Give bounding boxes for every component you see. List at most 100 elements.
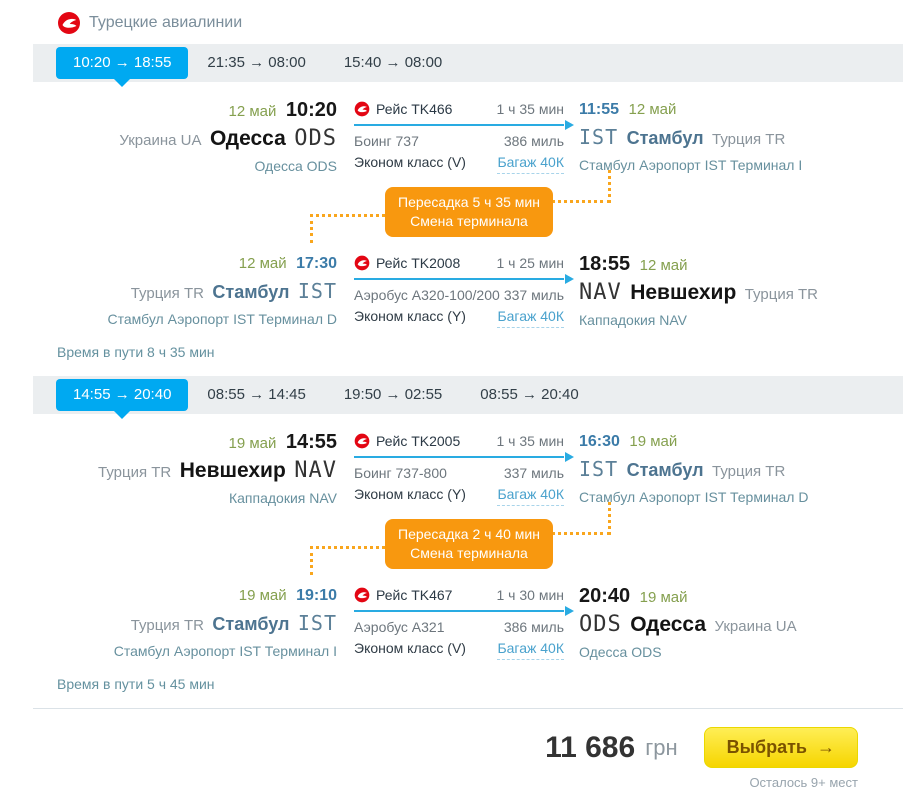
arrival-airport-code: IST [579, 125, 619, 149]
departure-country: Турция TR [130, 617, 204, 634]
seats-left-label: Осталось 9+ мест [749, 775, 858, 790]
aircraft-type: Аэробус A320-100/200 [354, 287, 500, 303]
departure-date: 12 май [228, 103, 277, 120]
departure-city: Одесса [209, 127, 286, 150]
arrival-country: Турция TR [712, 463, 786, 480]
tab-time-option[interactable]: 19:50 → 02:55 [343, 386, 443, 403]
price-currency: грн [645, 734, 678, 760]
tab-time-option[interactable]: 14:55 → 20:40 [56, 379, 189, 419]
arrival-city: Одесса [630, 613, 707, 636]
total-travel-time: Время в пути 8 ч 35 мин [57, 344, 215, 360]
aircraft-type: Аэробус A321 [354, 619, 445, 635]
transfer-note: Смена терминала [410, 545, 528, 561]
return-time-tabs: 14:55 → 20:40 08:55 → 14:45 19:50 → 02:5… [33, 376, 903, 419]
cabin-class: Эконом класс (V) [354, 640, 466, 656]
outbound-itinerary: 12 май 10:20 Украина UA Одесса ODS Одесс… [33, 98, 903, 362]
arrival-airport: Каппадокия NAV [579, 312, 688, 328]
flight-info-block: Рейс TK2008 1 ч 25 мин Аэробус A320-100/… [354, 252, 574, 328]
departure-airport-code: IST [297, 279, 337, 303]
baggage-link[interactable]: Багаж 40К [497, 484, 564, 506]
route-arrow-icon [354, 452, 574, 462]
outbound-time-tabs: 10:20 → 18:55 21:35 → 08:00 15:40 → 08:0… [33, 44, 903, 87]
flight-distance: 337 миль [503, 465, 564, 481]
select-button-label: Выбрать [726, 737, 807, 757]
select-button[interactable]: Выбрать → [703, 727, 858, 768]
arrival-city: Невшехир [630, 281, 737, 304]
transfer-duration: Пересадка 2 ч 40 мин [398, 526, 540, 542]
flight-segment: 19 май 19:10 Турция TR Стамбул IST Стамб… [33, 584, 903, 662]
price-value: 11 686 [545, 730, 636, 764]
arrival-airport: Одесса ODS [579, 644, 662, 660]
baggage-link[interactable]: Багаж 40К [497, 152, 564, 174]
departure-country: Украина UA [119, 132, 202, 149]
transfer-note: Смена терминала [410, 213, 528, 229]
departure-date: 12 май [238, 255, 287, 272]
flight-segment: 12 май 10:20 Украина UA Одесса ODS Одесс… [33, 98, 903, 176]
airline-logo-icon [354, 255, 370, 271]
price-footer: 11 686 грн Выбрать → Осталось 9+ мест [0, 709, 903, 790]
route-arrow-icon [354, 274, 574, 284]
arrival-time: 11:55 [579, 101, 620, 118]
arrival-airport-code: IST [579, 457, 619, 481]
cabin-class: Эконом класс (Y) [354, 486, 466, 502]
turkish-airlines-logo-icon [58, 12, 80, 34]
transfer-connector-left [310, 214, 385, 243]
baggage-link[interactable]: Багаж 40К [497, 306, 564, 328]
departure-date: 19 май [238, 587, 287, 604]
departure-city: Стамбул [212, 282, 290, 302]
arrival-airport: Стамбул Аэропорт IST Терминал I [579, 157, 803, 173]
flight-duration: 1 ч 35 мин [496, 433, 565, 449]
flight-number-label: Рейс TK466 [376, 101, 453, 117]
flight-number-label: Рейс TK467 [376, 587, 453, 603]
departure-block: 19 май 19:10 Турция TR Стамбул IST Стамб… [33, 584, 337, 661]
cabin-class: Эконом класс (Y) [354, 308, 466, 324]
flight-number-label: Рейс TK2008 [376, 255, 461, 271]
departure-date: 19 май [228, 435, 277, 452]
airline-logo-icon [354, 101, 370, 117]
transfer-badge: Пересадка 5 ч 35 мин Смена терминала [385, 187, 553, 237]
footer-divider [33, 708, 903, 709]
departure-block: 12 май 17:30 Турция TR Стамбул IST Стамб… [33, 252, 337, 329]
airline-logo-icon [354, 433, 370, 449]
departure-time: 19:10 [296, 587, 337, 604]
flight-number: Рейс TK467 [354, 584, 452, 606]
total-travel-time: Время в пути 5 ч 45 мин [57, 676, 215, 692]
departure-airport: Каппадокия NAV [228, 490, 337, 506]
flight-number-label: Рейс TK2005 [376, 433, 461, 449]
arrow-right-icon: → [817, 737, 835, 757]
departure-block: 19 май 14:55 Турция TR Невшехир NAV Капп… [33, 430, 337, 508]
route-arrow-icon [354, 120, 574, 130]
arrival-date: 19 май [639, 589, 688, 606]
baggage-link[interactable]: Багаж 40К [497, 638, 564, 660]
airline-name: Турецкие авиалинии [89, 14, 243, 31]
departure-country: Турция TR [130, 285, 204, 302]
flight-distance: 386 миль [503, 133, 564, 149]
tab-time-option[interactable]: 15:40 → 08:00 [343, 54, 443, 71]
departure-block: 12 май 10:20 Украина UA Одесса ODS Одесс… [33, 98, 337, 176]
transfer-connector-right [533, 502, 611, 535]
flight-duration: 1 ч 30 мин [496, 587, 565, 603]
flight-segment: 12 май 17:30 Турция TR Стамбул IST Стамб… [33, 252, 903, 330]
arrival-airport-code: NAV [579, 280, 622, 305]
departure-city: Стамбул [212, 614, 290, 634]
arrival-airport-code: ODS [579, 612, 622, 637]
arrival-block: 20:40 19 май ODS Одесса Украина UA Одесс… [579, 584, 797, 662]
arrival-city: Стамбул [626, 128, 704, 148]
departure-airport: Стамбул Аэропорт IST Терминал D [107, 311, 337, 327]
transfer-badge: Пересадка 2 ч 40 мин Смена терминала [385, 519, 553, 569]
departure-airport: Стамбул Аэропорт IST Терминал I [113, 643, 337, 659]
tab-time-option[interactable]: 21:35 → 08:00 [207, 54, 306, 71]
flight-number: Рейс TK466 [354, 98, 452, 120]
aircraft-type: Боинг 737-800 [354, 465, 447, 481]
arrival-block: 16:30 19 май IST Стамбул Турция TR Стамб… [579, 430, 808, 507]
arrival-city: Стамбул [626, 460, 704, 480]
departure-airport-code: ODS [294, 126, 337, 151]
tab-time-option[interactable]: 08:55 → 20:40 [480, 386, 579, 403]
departure-airport: Одесса ODS [254, 158, 337, 174]
arrival-time: 18:55 [579, 253, 631, 275]
tab-time-option[interactable]: 08:55 → 14:45 [207, 386, 306, 403]
flight-duration: 1 ч 35 мин [496, 101, 565, 117]
flight-duration: 1 ч 25 мин [496, 255, 565, 271]
flight-segment: 19 май 14:55 Турция TR Невшехир NAV Капп… [33, 430, 903, 508]
tab-time-option[interactable]: 10:20 → 18:55 [56, 47, 189, 87]
